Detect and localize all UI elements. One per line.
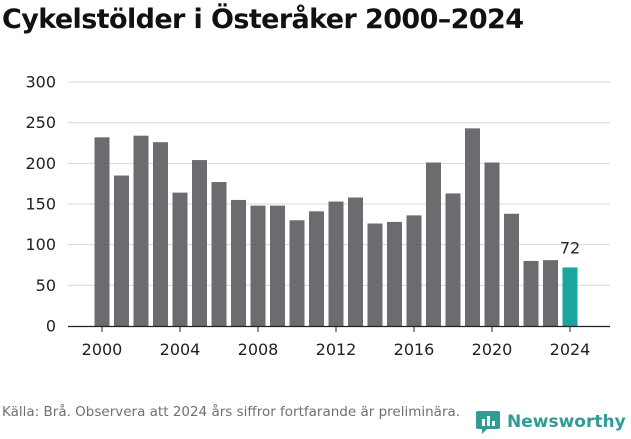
- bar-chart: 0 50 100 150 200 250 300 2000 2004 2008 2012 2016 20…: [25, 73, 610, 359]
- y-tick-label: 50: [36, 276, 56, 295]
- newsworthy-bar-chart-icon: [476, 411, 500, 434]
- x-tick-label: 2024: [550, 340, 591, 359]
- x-tick-label: 2020: [472, 340, 513, 359]
- source-note: Källa: Brå. Observera att 2024 års siffr…: [2, 404, 461, 420]
- x-tick-label: 2008: [238, 340, 279, 359]
- bar-2015: [387, 221, 402, 326]
- bar-2020: [484, 162, 500, 326]
- bar-2000: [94, 137, 110, 326]
- x-tick-label: 2016: [394, 340, 435, 359]
- y-tick-label: 300: [25, 73, 56, 92]
- data-label-2024: 72: [560, 238, 580, 257]
- bar-2007: [231, 199, 246, 326]
- bar-2018: [445, 193, 461, 326]
- bar-2009: [270, 205, 285, 326]
- bar-2024: [562, 267, 578, 326]
- y-tick-label: 200: [25, 154, 56, 173]
- bar-2022: [523, 260, 539, 326]
- bar-2013: [348, 197, 363, 326]
- bar-2019: [465, 128, 480, 326]
- bar-2010: [289, 220, 305, 326]
- bar-2016: [406, 215, 422, 326]
- bar-2017: [426, 162, 441, 326]
- bar-2004: [172, 192, 188, 326]
- newsworthy-logo: Newsworthy: [475, 408, 626, 436]
- x-tick-label: 2012: [316, 340, 357, 359]
- y-tick-label: 250: [25, 113, 56, 132]
- bar-2003: [153, 142, 168, 326]
- chart-title: Cykelstölder i Österåker 2000–2024: [2, 4, 524, 35]
- y-tick-label: 150: [25, 195, 56, 214]
- bar-2014: [367, 223, 383, 326]
- bar-2002: [133, 135, 149, 326]
- logo-text: Newsworthy: [507, 412, 626, 432]
- x-tick-label: 2004: [160, 340, 201, 359]
- x-tick-label: 2000: [82, 340, 123, 359]
- y-tick-label: 100: [25, 235, 56, 254]
- bar-2005: [192, 160, 207, 326]
- y-tick-label: 0: [46, 317, 56, 336]
- bar-2021: [504, 213, 519, 326]
- bar-2006: [211, 182, 227, 326]
- bar-2023: [543, 260, 558, 326]
- bar-2011: [309, 211, 324, 326]
- bar-2008: [250, 205, 266, 326]
- bar-2012: [328, 201, 344, 326]
- bar-2001: [114, 175, 129, 326]
